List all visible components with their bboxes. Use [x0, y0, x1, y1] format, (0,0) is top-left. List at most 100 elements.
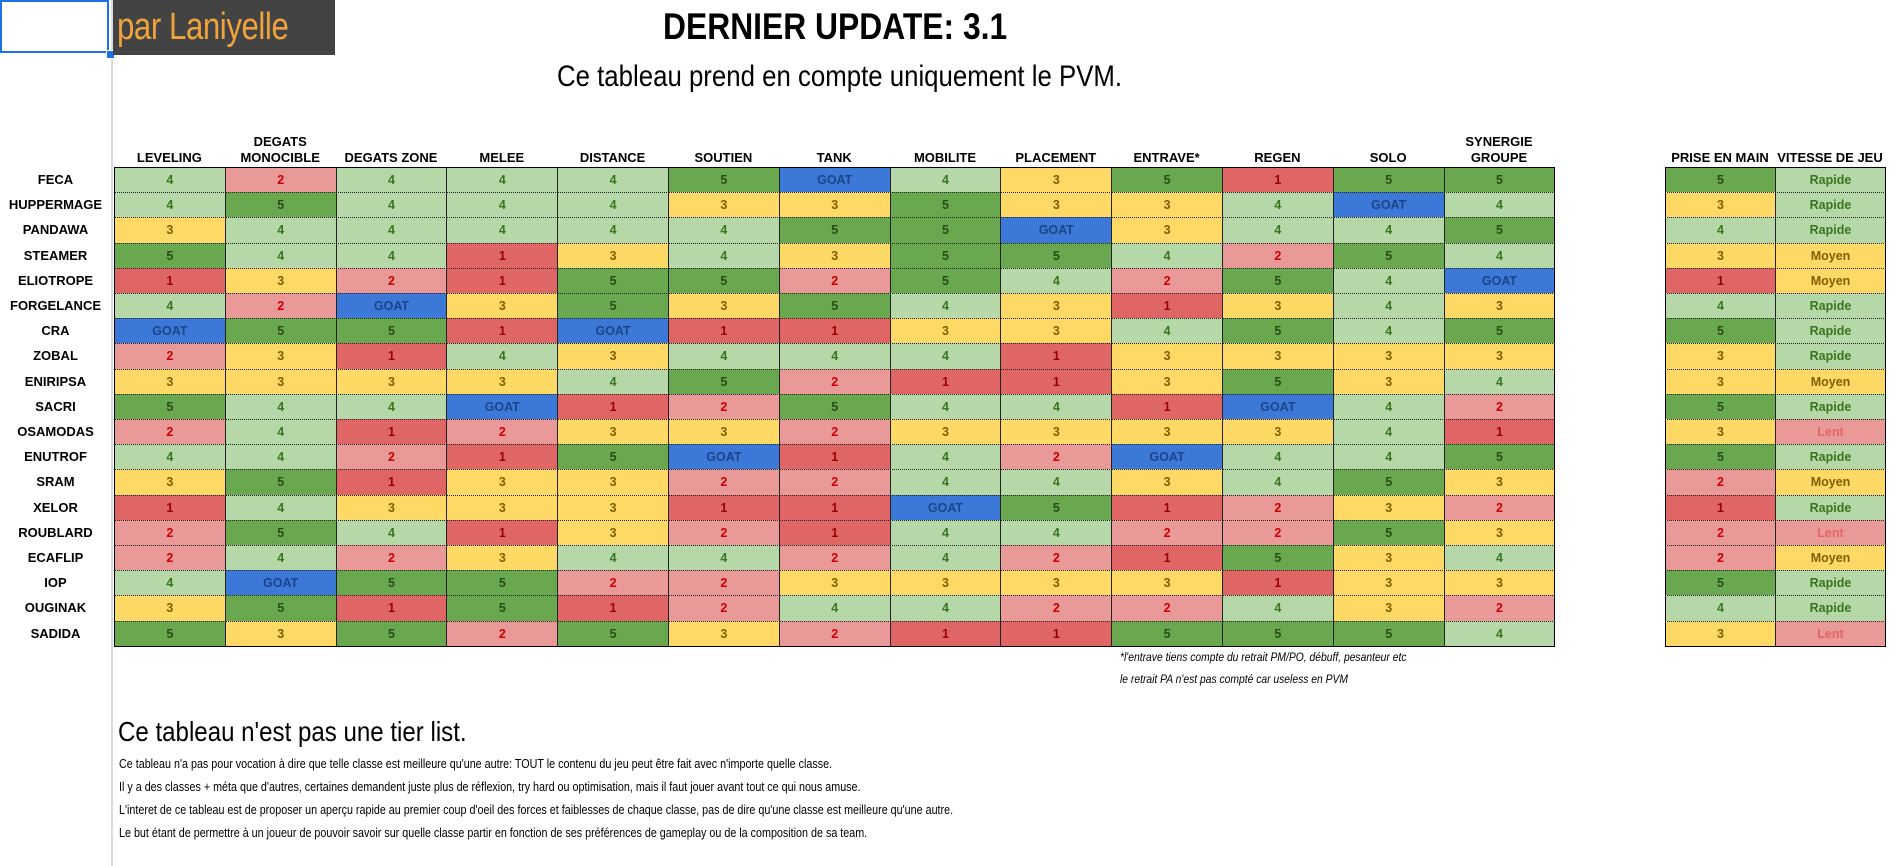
rating-cell[interactable]: 1 [446, 318, 559, 345]
rating-cell[interactable]: 1 [1111, 545, 1223, 572]
rating-cell[interactable]: 1 [1111, 393, 1223, 420]
handling-cell[interactable]: 2 [1665, 545, 1776, 572]
speed-cell[interactable]: Moyen [1775, 368, 1886, 395]
rating-cell[interactable]: 4 [335, 217, 448, 244]
rating-cell[interactable]: 5 [668, 267, 780, 294]
rating-cell[interactable]: 5 [668, 368, 780, 395]
rating-cell[interactable]: 3 [1000, 318, 1113, 345]
rating-cell[interactable]: 2 [1443, 494, 1556, 521]
handling-cell[interactable]: 3 [1665, 419, 1776, 446]
rating-cell[interactable]: 5 [224, 192, 337, 219]
rating-cell[interactable]: 3 [668, 192, 780, 219]
rating-cell[interactable]: 5 [557, 293, 669, 320]
rating-cell[interactable]: 3 [889, 318, 1002, 345]
rating-cell[interactable]: 3 [114, 469, 226, 496]
speed-cell[interactable]: Moyen [1775, 545, 1886, 572]
rating-cell[interactable]: 3 [1222, 419, 1334, 446]
handling-cell[interactable]: 5 [1665, 167, 1776, 194]
rating-cell[interactable]: 4 [224, 419, 337, 446]
rating-cell[interactable]: 2 [1111, 519, 1223, 546]
rating-cell[interactable]: 3 [224, 368, 337, 395]
rating-cell[interactable]: 1 [668, 494, 780, 521]
rating-cell[interactable]: 4 [1222, 217, 1334, 244]
rating-cell[interactable]: 2 [668, 393, 780, 420]
rating-cell[interactable]: 5 [446, 595, 559, 622]
rating-cell[interactable]: GOAT [1332, 192, 1445, 219]
rating-cell[interactable]: 4 [335, 192, 448, 219]
rating-cell[interactable]: 1 [1222, 570, 1334, 597]
rating-cell[interactable]: 5 [557, 444, 669, 471]
rating-cell[interactable]: 3 [224, 343, 337, 370]
rating-cell[interactable]: GOAT [335, 293, 448, 320]
rating-cell[interactable]: 4 [114, 293, 226, 320]
rating-cell[interactable]: 2 [224, 293, 337, 320]
rating-cell[interactable]: 3 [1111, 419, 1223, 446]
rating-cell[interactable]: 2 [1000, 545, 1113, 572]
rating-cell[interactable]: 4 [1000, 393, 1113, 420]
speed-cell[interactable]: Rapide [1775, 293, 1886, 320]
rating-cell[interactable]: 4 [1332, 267, 1445, 294]
handling-cell[interactable]: 2 [1665, 519, 1776, 546]
rating-cell[interactable]: 4 [1111, 318, 1223, 345]
handling-cell[interactable]: 3 [1665, 343, 1776, 370]
rating-cell[interactable]: 4 [1332, 393, 1445, 420]
rating-cell[interactable]: 3 [1443, 570, 1556, 597]
rating-cell[interactable]: 4 [668, 343, 780, 370]
speed-cell[interactable]: Moyen [1775, 242, 1886, 269]
rating-cell[interactable]: 3 [224, 620, 337, 647]
rating-cell[interactable]: 3 [446, 494, 559, 521]
speed-cell[interactable]: Rapide [1775, 167, 1886, 194]
rating-cell[interactable]: 5 [1332, 469, 1445, 496]
rating-cell[interactable]: 5 [889, 242, 1002, 269]
rating-cell[interactable]: 2 [335, 267, 448, 294]
rating-cell[interactable]: 4 [668, 545, 780, 572]
rating-cell[interactable]: 3 [1111, 469, 1223, 496]
rating-cell[interactable]: 1 [446, 267, 559, 294]
rating-cell[interactable]: 4 [1443, 192, 1556, 219]
handling-cell[interactable]: 4 [1665, 595, 1776, 622]
rating-cell[interactable]: 3 [668, 293, 780, 320]
handling-cell[interactable]: 3 [1665, 242, 1776, 269]
rating-cell[interactable]: 4 [1443, 620, 1556, 647]
rating-cell[interactable]: 3 [1332, 545, 1445, 572]
rating-cell[interactable]: 5 [1222, 620, 1334, 647]
speed-cell[interactable]: Rapide [1775, 570, 1886, 597]
rating-cell[interactable]: 3 [114, 368, 226, 395]
rating-cell[interactable]: 4 [1443, 242, 1556, 269]
rating-cell[interactable]: 5 [335, 570, 448, 597]
rating-cell[interactable]: 2 [335, 444, 448, 471]
rating-cell[interactable]: 5 [778, 393, 891, 420]
rating-cell[interactable]: 4 [1443, 368, 1556, 395]
speed-cell[interactable]: Moyen [1775, 469, 1886, 496]
rating-cell[interactable]: 3 [114, 595, 226, 622]
speed-cell[interactable]: Rapide [1775, 494, 1886, 521]
rating-cell[interactable]: 1 [557, 393, 669, 420]
rating-cell[interactable]: 5 [446, 570, 559, 597]
handling-cell[interactable]: 2 [1665, 469, 1776, 496]
rating-cell[interactable]: 5 [1000, 494, 1113, 521]
rating-cell[interactable]: 2 [778, 368, 891, 395]
rating-cell[interactable]: 4 [1222, 192, 1334, 219]
rating-cell[interactable]: 3 [778, 570, 891, 597]
rating-cell[interactable]: GOAT [1111, 444, 1223, 471]
rating-cell[interactable]: 1 [1111, 293, 1223, 320]
rating-cell[interactable]: 3 [889, 419, 1002, 446]
rating-cell[interactable]: 2 [114, 545, 226, 572]
rating-cell[interactable]: 2 [114, 519, 226, 546]
rating-cell[interactable]: 5 [1222, 267, 1334, 294]
rating-cell[interactable]: 3 [889, 570, 1002, 597]
speed-cell[interactable]: Rapide [1775, 343, 1886, 370]
rating-cell[interactable]: 4 [114, 167, 226, 194]
rating-cell[interactable]: 3 [1000, 419, 1113, 446]
rating-cell[interactable]: 5 [778, 293, 891, 320]
rating-cell[interactable]: 2 [446, 419, 559, 446]
rating-cell[interactable]: 4 [1222, 444, 1334, 471]
rating-cell[interactable]: 3 [1111, 570, 1223, 597]
rating-cell[interactable]: 5 [1443, 167, 1556, 194]
rating-cell[interactable]: GOAT [557, 318, 669, 345]
rating-cell[interactable]: 5 [1443, 444, 1556, 471]
rating-cell[interactable]: 3 [1000, 192, 1113, 219]
rating-cell[interactable]: 4 [224, 444, 337, 471]
rating-cell[interactable]: GOAT [224, 570, 337, 597]
rating-cell[interactable]: 5 [889, 192, 1002, 219]
